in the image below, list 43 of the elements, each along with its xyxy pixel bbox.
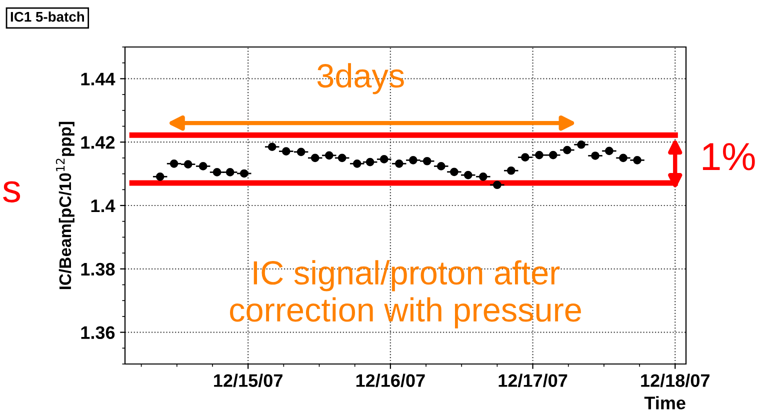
- text: 1%: [702, 143, 755, 170]
- y-tick-label: 1.38: [81, 262, 115, 276]
- point: [408, 156, 418, 164]
- point: [548, 150, 558, 160]
- point: [478, 172, 488, 181]
- point: [422, 156, 432, 166]
- x-tick-label: 12/17/07: [498, 374, 568, 388]
- point: [338, 154, 346, 162]
- point: [605, 146, 614, 156]
- point: [464, 170, 472, 180]
- point: [380, 155, 388, 164]
- point: [633, 156, 642, 164]
- y-tick-label: 1.4: [91, 200, 116, 212]
- text: s: [3, 181, 20, 202]
- point: [591, 152, 600, 160]
- x-tick-label: 12/15/07: [214, 374, 282, 388]
- x-tick-label: 12/18/07: [641, 374, 710, 388]
- x-axis-title: Time: [644, 396, 686, 410]
- point: [394, 159, 404, 168]
- chart-title: IC1 5-batch: [10, 12, 84, 22]
- y-tick-label: 1.42: [81, 136, 115, 149]
- point: [268, 142, 276, 152]
- annotation: 3days: [317, 63, 404, 94]
- point: [366, 158, 374, 166]
- point: [563, 146, 572, 154]
- point: [493, 180, 502, 190]
- point: [619, 154, 628, 162]
- point: [577, 140, 586, 149]
- point: [296, 148, 306, 156]
- y-tick-label: 1.44: [81, 72, 116, 86]
- point: [436, 162, 446, 170]
- y-tick-label: 1.36: [81, 326, 115, 340]
- point: [520, 153, 530, 162]
- point: [352, 159, 362, 168]
- point: [535, 150, 544, 160]
- point: [450, 168, 458, 176]
- point: [324, 151, 334, 160]
- y-axis-title: IC/Beam[pC/10$^{12}$ppp]: [56, 122, 74, 290]
- annotation: IC signal/proton after correction with pressure: [230, 260, 581, 328]
- point: [506, 166, 516, 175]
- point: [310, 154, 320, 162]
- point: [282, 147, 290, 156]
- x-tick-label: 12/16/07: [356, 374, 425, 388]
